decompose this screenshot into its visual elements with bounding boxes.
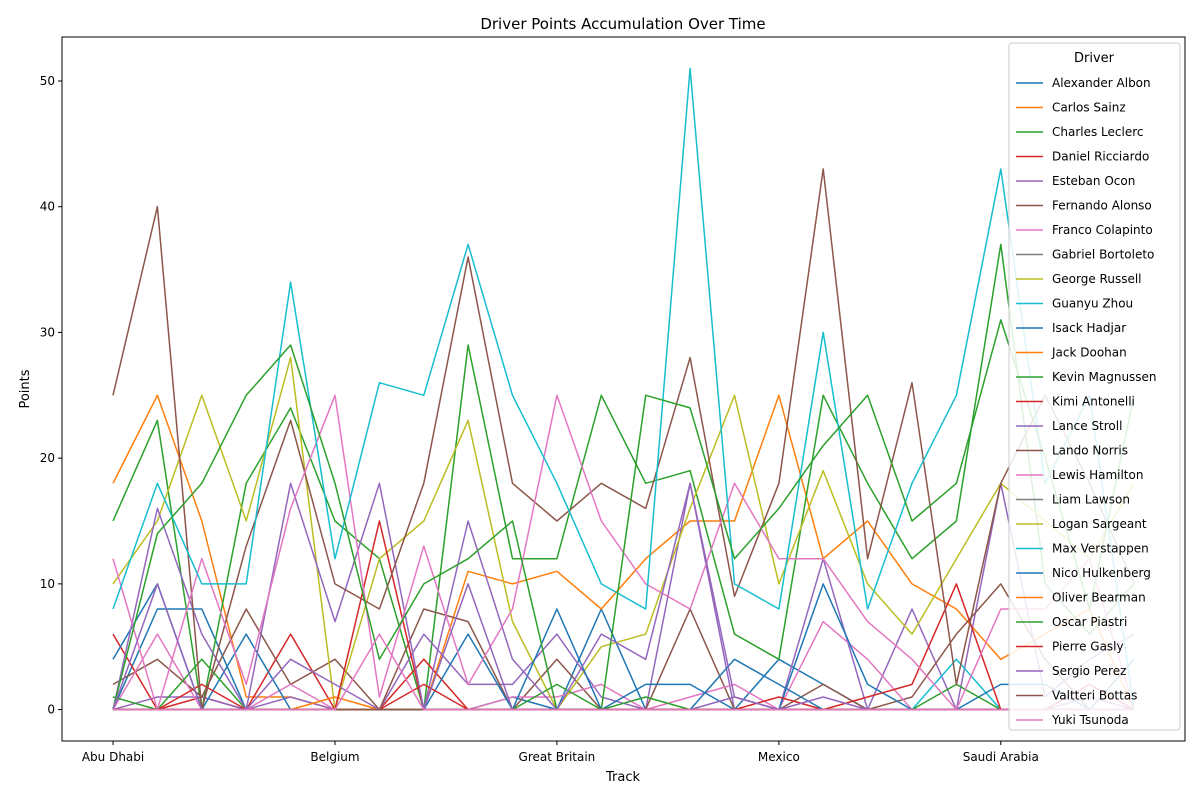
legend-label-0: Alexander Albon [1052,76,1151,90]
legend-label-20: Nico Hulkenberg [1052,566,1151,580]
y-tick-label-2: 20 [40,451,55,465]
legend-label-1: Carlos Sainz [1052,101,1126,115]
x-tick-label-1: Belgium [310,750,359,764]
legend-label-15: Lando Norris [1052,444,1128,458]
legend-label-13: Kimi Antonelli [1052,395,1135,409]
legend-label-12: Kevin Magnussen [1052,370,1157,384]
x-tick-label-4: Saudi Arabia [963,750,1039,764]
legend-label-17: Liam Lawson [1052,493,1130,507]
legend-label-24: Sergio Perez [1052,664,1126,678]
legend-label-7: Gabriel Bortoleto [1052,248,1154,262]
legend-label-8: George Russell [1052,272,1142,286]
legend-label-14: Lance Stroll [1052,419,1122,433]
y-tick-label-4: 40 [40,200,55,214]
legend-label-2: Charles Leclerc [1052,125,1144,139]
series-line-0 [112,608,1134,711]
legend-box [1008,42,1181,731]
legend-label-22: Oscar Piastri [1052,615,1127,629]
legend-label-25: Valtteri Bottas [1052,689,1137,703]
y-tick-label-3: 30 [40,325,55,339]
legend-label-11: Jack Doohan [1051,346,1127,360]
y-tick-label-1: 10 [40,577,55,591]
series-line-10 [112,583,1135,711]
legend-title: Driver [1074,51,1115,66]
x-tick-label-0: Abu Dhabi [82,750,144,764]
plot-area [61,36,1186,742]
legend-label-16: Lewis Hamilton [1052,468,1143,482]
legend-items: Alexander Albon Carlos Sainz Charles Lecle… [1016,76,1157,727]
x-axis: Abu Dhabi Belgium Great Britain Mexico Saudi… [82,741,1039,764]
y-tick-label-0: 0 [47,703,55,717]
series-line-22 [112,319,1135,711]
series-line-8 [112,356,1135,711]
legend-label-19: Max Verstappen [1052,542,1149,556]
legend-label-4: Esteban Ocon [1052,174,1135,188]
plot-frame [61,36,1186,742]
legend-label-18: Logan Sargeant [1052,517,1147,531]
legend-label-26: Yuki Tsunoda [1051,713,1129,727]
series-layer [112,67,1135,711]
x-axis-label: Track [605,770,640,785]
series-line-2 [112,243,1135,711]
series-line-26 [113,633,1134,711]
legend-label-23: Pierre Gasly [1052,640,1124,654]
legend-label-9: Guanyu Zhou [1052,297,1133,311]
x-tick-label-2: Great Britain [519,750,596,764]
legend: Driver Alexander Albon Carlos Sainz Charle… [1008,42,1181,731]
series-line-15 [112,168,1135,711]
chart-title: Driver Points Accumulation Over Time [480,15,765,33]
y-tick-label-5: 50 [40,74,55,88]
series-line-19 [112,67,1135,710]
legend-label-21: Oliver Bearman [1052,591,1146,605]
y-axis: 0 10 20 30 40 50 [40,74,62,717]
y-axis-label: Points [18,369,33,408]
x-tick-label-3: Mexico [758,750,800,764]
legend-label-5: Fernando Alonso [1052,199,1152,213]
legend-label-10: Isack Hadjar [1052,321,1126,335]
legend-label-6: Franco Colapinto [1052,223,1153,237]
legend-label-3: Daniel Ricciardo [1052,150,1149,164]
